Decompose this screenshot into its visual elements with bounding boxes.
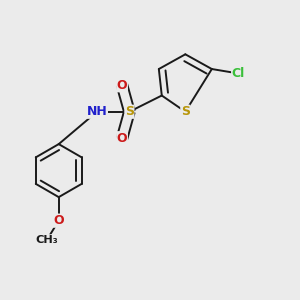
Text: Cl: Cl bbox=[232, 67, 245, 80]
Text: CH₃: CH₃ bbox=[36, 235, 58, 245]
Text: O: O bbox=[117, 132, 127, 145]
Text: NH: NH bbox=[87, 105, 107, 118]
Text: O: O bbox=[117, 79, 127, 92]
Text: S: S bbox=[181, 105, 190, 118]
Text: O: O bbox=[53, 214, 64, 227]
Text: S: S bbox=[125, 105, 134, 118]
